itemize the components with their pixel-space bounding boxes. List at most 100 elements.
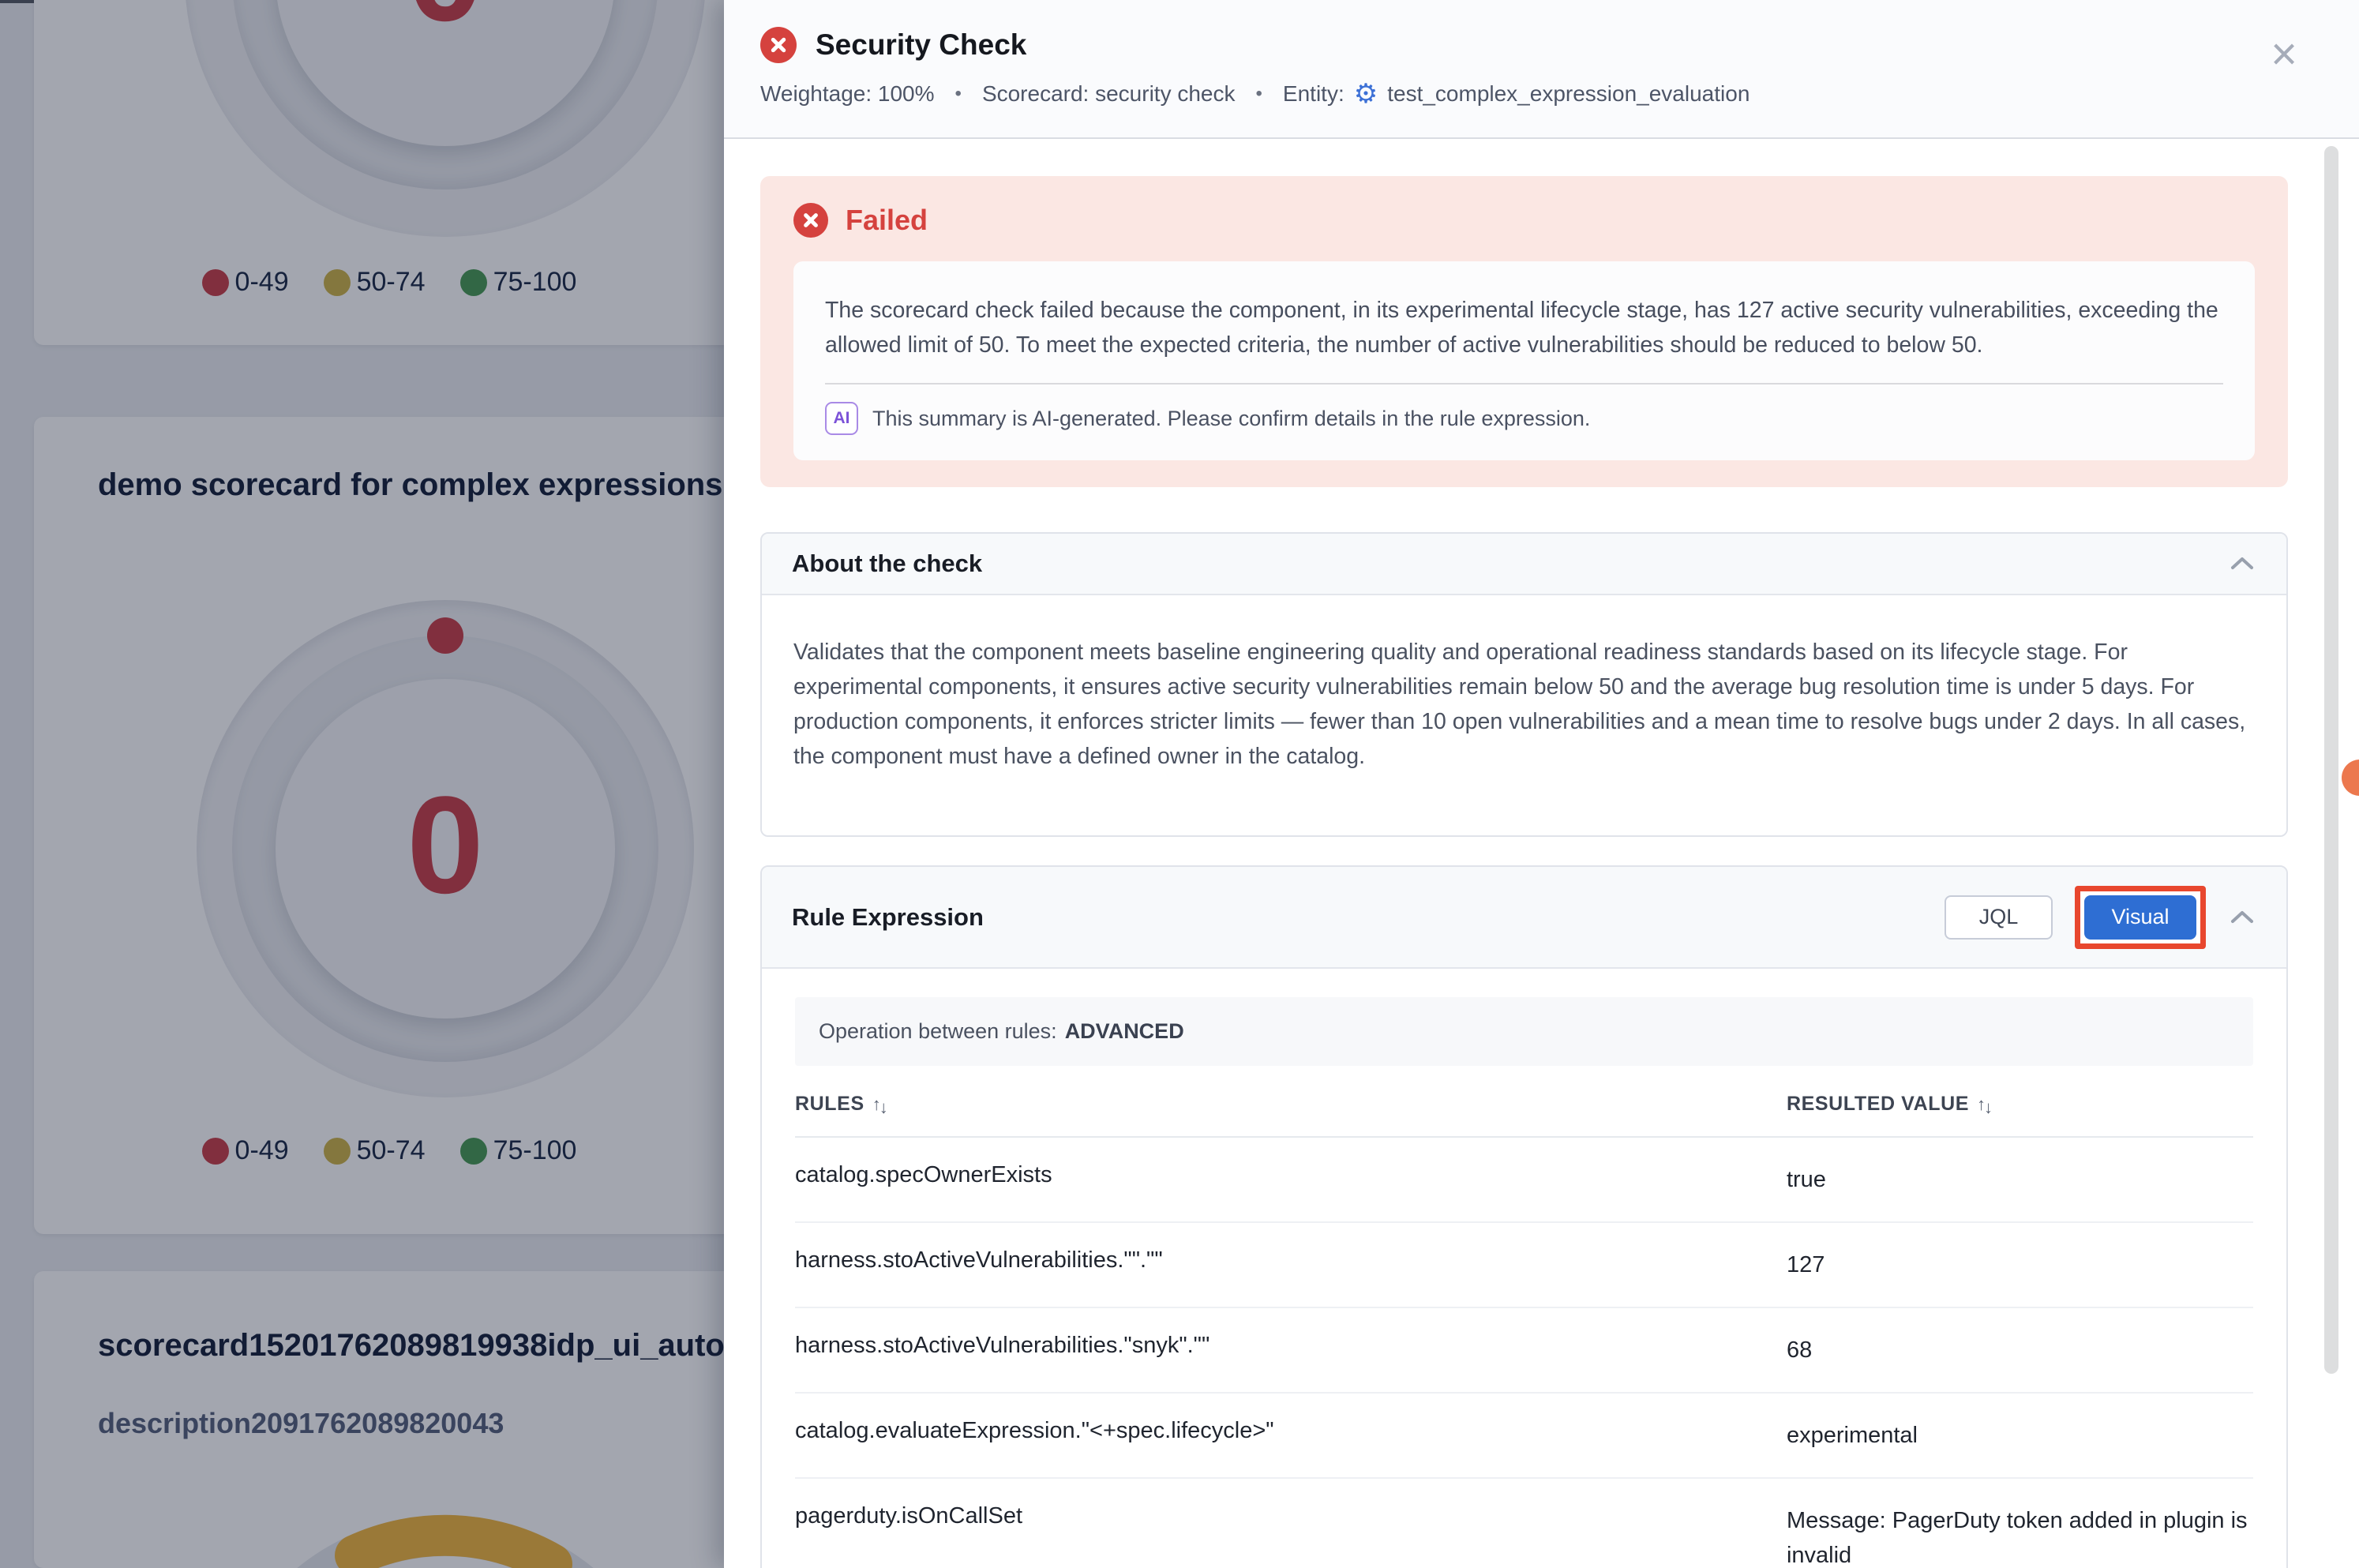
resulted-value-column-label: RESULTED VALUE [1786,1093,1970,1115]
rules-table: RULES ↑ ↓ RESULTED VALUE ↑ ↓ [795,1066,2253,1568]
legend-item: 0-49 [201,267,289,298]
resulted-value-cell: 127 [1786,1252,1825,1277]
entity-label: Entity: [1282,81,1345,106]
modal-scrim[interactable] [0,0,724,1568]
rule-expression-section: Rule Expression JQL Visual Operation bet… [760,865,2288,1568]
legend-dot-icon [323,1137,351,1165]
table-row: catalog.evaluateExpression."<+spec.lifec… [795,1394,2253,1479]
chevron-up-icon[interactable] [2228,908,2256,927]
gauge-score: 0 [407,768,484,923]
legend-dot-icon [459,1137,487,1165]
gauge-legend: 0-49 50-74 75-100 [34,267,724,298]
operation-bar: Operation between rules: ADVANCED [795,997,2253,1066]
legend-item: 50-74 [323,267,426,298]
about-text: Validates that the component meets basel… [793,640,2246,769]
rule-cell: harness.stoActiveVulnerabilities.""."" [795,1247,1163,1273]
separator-dot: • [954,83,962,104]
rule-cell: catalog.evaluateExpression."<+spec.lifec… [795,1418,1274,1443]
about-the-check-section: About the check Validates that the compo… [760,532,2288,837]
visual-toggle-button[interactable]: Visual [2084,895,2196,940]
sort-icon[interactable]: ↑ ↓ [872,1093,888,1117]
about-section-header[interactable]: About the check [762,534,2286,595]
scorecard-card: 0 0-49 50-74 75-100 [34,0,724,345]
legend-dot-icon [201,268,229,296]
rule-cell: pagerduty.isOnCallSet [795,1503,1023,1529]
close-icon[interactable]: × [2271,28,2297,80]
rules-table-rows: catalog.specOwnerExists true harness.sto… [795,1138,2253,1568]
rule-cell: catalog.specOwnerExists [795,1162,1052,1187]
gauge-arc [297,1514,594,1568]
failed-banner: Failed The scorecard check failed becaus… [760,176,2288,487]
check-meta: Weightage: 100% • Scorecard: security ch… [760,81,2288,107]
resulted-value-cell: experimental [1786,1423,1918,1448]
failed-badge-icon [793,203,828,238]
failed-status-icon [760,27,797,63]
resulted-value-column-header[interactable]: RESULTED VALUE ↑ ↓ [1786,1093,2253,1117]
legend-dot-icon [323,268,351,296]
rules-table-header: RULES ↑ ↓ RESULTED VALUE ↑ ↓ [795,1066,2253,1138]
rules-column-header[interactable]: RULES ↑ ↓ [795,1093,1787,1117]
jql-toggle-button[interactable]: JQL [1945,895,2053,940]
resulted-value-cell: true [1786,1167,1826,1192]
table-row: pagerduty.isOnCallSet Message: PagerDuty… [795,1479,2253,1568]
legend-item: 50-74 [323,1135,426,1166]
resulted-value-cell: 68 [1786,1337,1813,1363]
legend-dot-icon [459,268,487,296]
ai-disclaimer-row: AI This summary is AI-generated. Please … [825,384,2223,443]
resulted-value-cell: Message: PagerDuty token added in plugin… [1786,1508,2248,1568]
legend-label: 0-49 [234,1135,289,1165]
scorecard-title: demo scorecard for complex expressions [98,467,723,502]
failure-summary-card: The scorecard check failed because the c… [793,261,2255,460]
scorecard-card: demo scorecard for complex expressions 0… [34,417,724,1234]
about-section-title: About the check [792,550,983,577]
scorecard-label: Scorecard: security check [981,81,1236,106]
weightage-label: Weightage: 100% [760,81,935,106]
visual-button-highlight-box: Visual [2075,885,2206,949]
drawer-body: Failed The scorecard check failed becaus… [724,176,2359,1568]
ai-icon: AI [825,402,858,435]
drawer-title: Security Check [816,28,1027,61]
rule-section-header: Rule Expression JQL Visual [762,867,2286,969]
legend-label: 0-49 [234,267,289,297]
legend-label: 50-74 [356,1135,426,1165]
table-row: catalog.specOwnerExists true [795,1138,2253,1223]
scorecard-title: scorecard15201762089819938idp_ui_automa [98,1328,724,1363]
operation-label: Operation between rules: [819,1019,1057,1043]
about-section-body: Validates that the component meets basel… [762,595,2286,835]
operation-value: ADVANCED [1064,1019,1184,1043]
legend-label: 50-74 [356,267,426,297]
legend-item: 0-49 [201,1135,289,1166]
gauge-score: 0 [407,0,483,52]
gauge-legend: 0-49 50-74 75-100 [34,1135,724,1166]
gear-icon: ⚙ [1353,79,1378,109]
gauge-face [276,679,615,1018]
scorecard-description: description2091762089820043 [98,1407,504,1439]
gauge-pointer-dot [427,617,463,654]
table-row: harness.stoActiveVulnerabilities."snyk".… [795,1308,2253,1394]
entity-info: Entity: ⚙ test_complex_expression_evalua… [1283,81,1750,107]
sort-icon[interactable]: ↑ ↓ [1977,1093,1993,1117]
legend-dot-icon [201,1137,229,1165]
entity-value[interactable]: test_complex_expression_evaluation [1387,81,1750,106]
chevron-up-icon[interactable] [2228,554,2256,573]
failed-label: Failed [846,204,928,236]
rule-cell: harness.stoActiveVulnerabilities."snyk".… [795,1333,1210,1358]
table-row: harness.stoActiveVulnerabilities.""."" 1… [795,1223,2253,1308]
ai-disclaimer-text: This summary is AI-generated. Please con… [872,406,1591,430]
scrollbar-thumb[interactable] [2324,146,2338,1374]
failure-summary-text: The scorecard check failed because the c… [825,298,2218,358]
legend-label: 75-100 [493,267,577,297]
legend-label: 75-100 [493,1135,577,1165]
separator-dot: • [1255,83,1262,104]
security-check-drawer: Security Check × Weightage: 100% • Score… [724,0,2359,1568]
feedback-fab-icon[interactable] [2342,760,2359,796]
rule-section-body: Operation between rules: ADVANCED RULES … [762,969,2286,1568]
legend-item: 75-100 [459,1135,577,1166]
divider [825,383,2223,384]
drawer-header: Security Check × Weightage: 100% • Score… [724,0,2359,139]
scorecard-card: scorecard15201762089819938idp_ui_automa … [34,1271,724,1568]
rule-section-title: Rule Expression [792,902,984,931]
rules-column-label: RULES [795,1093,864,1115]
legend-item: 75-100 [459,267,577,298]
